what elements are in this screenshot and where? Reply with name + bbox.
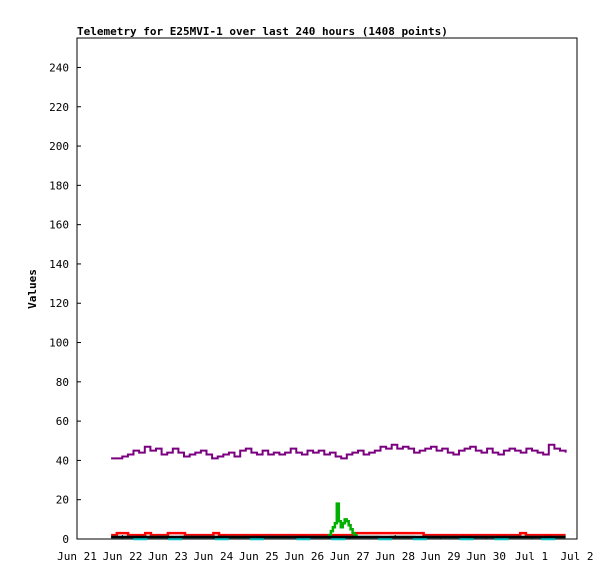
plot-frame xyxy=(76,37,578,540)
y-axis: 0 20 40 60 80 100 120 140 160 180 200 220 240 xyxy=(49,61,81,546)
y-tick-label: 120 xyxy=(49,297,69,310)
x-tick-label: Jun 25 xyxy=(239,550,279,563)
x-tick-label: Jun 24 xyxy=(193,550,233,563)
x-tick-label: Jul 2 xyxy=(560,550,593,563)
series-line-0 xyxy=(111,443,567,460)
y-tick-label: 0 xyxy=(62,533,69,546)
y-tick-label: 220 xyxy=(49,101,69,114)
x-tick-label: Jun 23 xyxy=(148,550,188,563)
y-tick-label: 180 xyxy=(49,179,69,192)
y-tick-label: 100 xyxy=(49,337,69,350)
series-group xyxy=(111,443,567,541)
series-line-2 xyxy=(327,502,358,539)
x-tick-label: Jun 21 xyxy=(57,550,97,563)
chart-title: Telemetry for E25MVI-1 over last 240 hou… xyxy=(77,25,448,38)
y-tick-label: 240 xyxy=(49,61,69,74)
x-tick-label: Jun 27 xyxy=(330,550,370,563)
series-line-1 xyxy=(111,531,566,537)
y-tick-label: 60 xyxy=(56,415,69,428)
x-tick-label: Jun 28 xyxy=(375,550,415,563)
x-tick-label: Jun 29 xyxy=(421,550,461,563)
y-axis-label: Values xyxy=(26,269,39,309)
x-tick-label: Jun 26 xyxy=(284,550,324,563)
y-tick-label: 40 xyxy=(56,454,69,467)
y-tick-label: 140 xyxy=(49,258,69,271)
x-tick-label: Jun 22 xyxy=(103,550,143,563)
x-axis: Jun 21 Jun 22 Jun 23 Jun 24 Jun 25 Jun 26 Jun … xyxy=(57,535,594,563)
y-tick-label: 200 xyxy=(49,140,69,153)
y-tick-label: 80 xyxy=(56,376,69,389)
x-tick-label: Jun 30 xyxy=(466,550,506,563)
y-tick-label: 20 xyxy=(56,494,69,507)
y-tick-label: 160 xyxy=(49,219,69,232)
x-tick-label: Jul 1 xyxy=(515,550,548,563)
